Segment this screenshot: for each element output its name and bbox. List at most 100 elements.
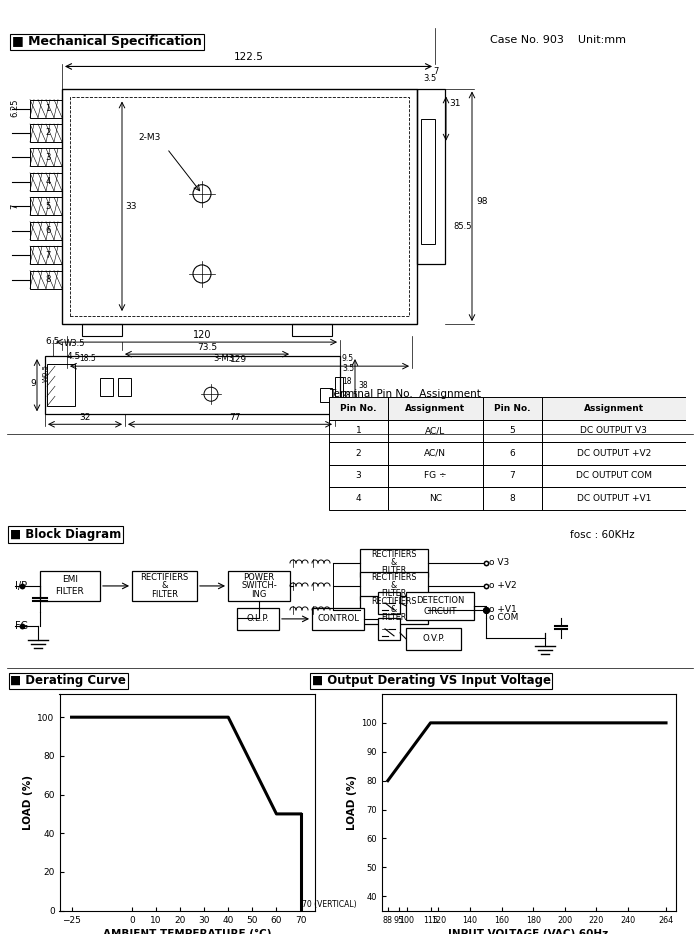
Text: FG ÷: FG ÷ (424, 472, 447, 480)
Bar (335, 377, 343, 399)
Text: ■ Block Diagram: ■ Block Diagram (10, 528, 121, 541)
Bar (421, 119, 435, 244)
Text: &: & (161, 582, 168, 590)
Text: 3: 3 (356, 472, 361, 480)
Text: 122.5: 122.5 (234, 52, 263, 63)
Text: 129: 129 (230, 355, 248, 364)
Text: 32: 32 (79, 413, 91, 422)
Bar (45, 356, 340, 415)
Text: CIRCUIT: CIRCUIT (424, 607, 456, 616)
Bar (47, 364, 75, 406)
Bar (388, 465, 483, 488)
Text: 3.5: 3.5 (342, 364, 354, 374)
Bar (483, 465, 542, 488)
Bar (388, 419, 483, 442)
Text: CONTROL: CONTROL (317, 615, 359, 623)
Text: 1: 1 (46, 104, 50, 113)
Text: 3: 3 (46, 153, 50, 162)
Text: FILTER: FILTER (382, 566, 407, 575)
Text: 7: 7 (10, 205, 19, 209)
Bar (30, 221, 62, 240)
Text: 3.5: 3.5 (423, 75, 436, 83)
Bar (62, 89, 417, 324)
Bar (40, 571, 100, 601)
Text: ■ Mechanical Specification: ■ Mechanical Specification (12, 35, 202, 49)
Text: 6: 6 (46, 226, 50, 235)
X-axis label: AMBIENT TEMPERATURE (°C): AMBIENT TEMPERATURE (°C) (103, 928, 272, 934)
Bar (378, 618, 400, 640)
Y-axis label: LOAD (%): LOAD (%) (346, 775, 357, 829)
Text: W3.5: W3.5 (64, 339, 85, 348)
Bar (483, 442, 542, 465)
Bar (30, 271, 62, 289)
Text: &: & (391, 582, 397, 590)
Text: 6: 6 (510, 449, 515, 458)
Bar (388, 442, 483, 465)
Text: 120: 120 (193, 330, 211, 340)
Text: 9: 9 (30, 378, 36, 388)
Bar (406, 592, 474, 620)
Bar (329, 465, 388, 488)
Text: fosc : 60KHz: fosc : 60KHz (570, 530, 635, 540)
Text: o +V1: o +V1 (489, 605, 517, 615)
Text: AC/N: AC/N (424, 449, 447, 458)
Text: 2: 2 (46, 129, 50, 137)
Text: 73.5: 73.5 (197, 343, 217, 352)
Text: 2-M3: 2-M3 (139, 133, 161, 142)
Bar (70, 96, 409, 316)
Text: AC/L: AC/L (426, 426, 445, 435)
Bar (542, 419, 686, 442)
Text: DC OUTPUT +V1: DC OUTPUT +V1 (577, 494, 651, 503)
Bar (30, 173, 62, 191)
Bar (228, 571, 290, 601)
Text: o V3: o V3 (489, 559, 510, 568)
Text: ING: ING (251, 590, 267, 599)
Text: o +V2: o +V2 (489, 582, 517, 590)
Text: O.V.P.: O.V.P. (422, 634, 445, 644)
Y-axis label: LOAD (%): LOAD (%) (23, 775, 33, 829)
X-axis label: INPUT VOLTAGE (VAC) 60Hz: INPUT VOLTAGE (VAC) 60Hz (449, 928, 608, 934)
Bar (329, 397, 388, 419)
Bar (360, 572, 428, 600)
Text: FILTER: FILTER (382, 614, 407, 622)
Bar (388, 488, 483, 510)
Bar (542, 488, 686, 510)
Bar (417, 89, 445, 264)
Bar (100, 378, 113, 396)
Text: Pin No.: Pin No. (494, 403, 531, 413)
Text: 8: 8 (510, 494, 515, 503)
Bar (118, 378, 131, 396)
Text: 4: 4 (356, 494, 361, 503)
Text: RECTIFIERS: RECTIFIERS (371, 573, 416, 583)
Text: 18: 18 (342, 377, 351, 386)
Text: 70 (VERTICAL): 70 (VERTICAL) (302, 899, 356, 909)
Bar (406, 628, 461, 650)
Bar (360, 596, 428, 624)
Bar (237, 608, 279, 630)
Text: 77: 77 (230, 413, 241, 422)
Text: 7: 7 (46, 250, 50, 260)
Bar (320, 389, 332, 403)
Text: &: & (391, 605, 397, 615)
Text: 6.5: 6.5 (45, 337, 60, 347)
Text: 98: 98 (476, 197, 487, 206)
Bar (132, 571, 197, 601)
Text: DC OUTPUT COM: DC OUTPUT COM (576, 472, 652, 480)
Bar (30, 247, 62, 264)
Text: 7: 7 (510, 472, 515, 480)
Text: I/P: I/P (15, 581, 27, 591)
Text: 4.5: 4.5 (67, 352, 81, 361)
Bar (329, 442, 388, 465)
Bar (30, 124, 62, 142)
Text: ■ Derating Curve: ■ Derating Curve (10, 674, 127, 687)
Text: 4: 4 (46, 177, 50, 187)
Text: 9.5: 9.5 (342, 354, 354, 363)
Bar (82, 324, 122, 336)
Text: 2: 2 (356, 449, 361, 458)
Text: Case No. 903    Unit:mm: Case No. 903 Unit:mm (490, 35, 626, 46)
Text: 85.5: 85.5 (453, 222, 472, 232)
Text: RECTIFIERS: RECTIFIERS (371, 550, 416, 559)
Bar (542, 465, 686, 488)
Text: Pin No.: Pin No. (340, 403, 377, 413)
Bar (329, 488, 388, 510)
